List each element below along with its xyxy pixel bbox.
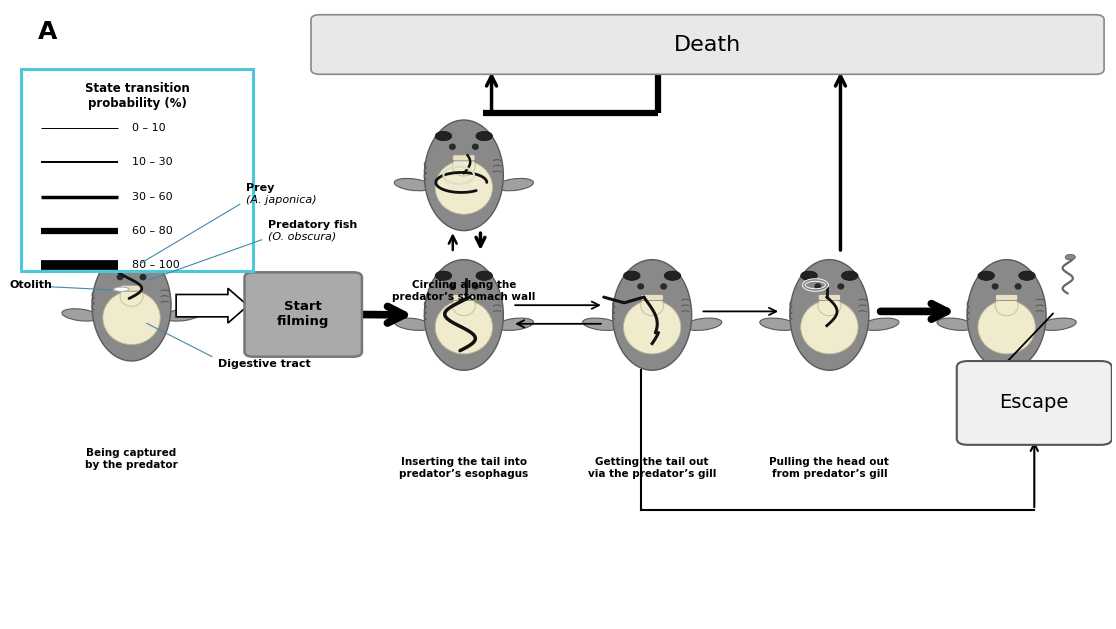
Ellipse shape bbox=[449, 143, 456, 150]
Text: (A. japonica): (A. japonica) bbox=[246, 194, 316, 204]
Text: 10 – 30: 10 – 30 bbox=[132, 157, 172, 167]
Ellipse shape bbox=[497, 179, 533, 191]
Ellipse shape bbox=[424, 260, 503, 370]
Ellipse shape bbox=[435, 160, 492, 214]
Ellipse shape bbox=[140, 274, 146, 281]
FancyBboxPatch shape bbox=[21, 69, 253, 271]
Ellipse shape bbox=[103, 291, 161, 345]
Ellipse shape bbox=[613, 260, 692, 370]
Ellipse shape bbox=[472, 283, 479, 289]
Ellipse shape bbox=[978, 300, 1036, 354]
FancyBboxPatch shape bbox=[121, 285, 143, 291]
Ellipse shape bbox=[837, 283, 845, 289]
Text: Otolith: Otolith bbox=[10, 280, 52, 290]
Circle shape bbox=[978, 271, 994, 281]
Ellipse shape bbox=[790, 260, 869, 370]
Text: 80 – 100: 80 – 100 bbox=[132, 260, 180, 270]
Text: State transition
probability (%): State transition probability (%) bbox=[85, 82, 190, 109]
Text: 60 – 80: 60 – 80 bbox=[132, 226, 172, 236]
Ellipse shape bbox=[1039, 318, 1076, 330]
Ellipse shape bbox=[164, 309, 201, 321]
FancyBboxPatch shape bbox=[453, 155, 475, 161]
Circle shape bbox=[664, 271, 681, 281]
Ellipse shape bbox=[818, 296, 840, 316]
Ellipse shape bbox=[424, 120, 503, 231]
Ellipse shape bbox=[641, 296, 664, 316]
Ellipse shape bbox=[394, 179, 432, 191]
Text: Getting the tail out
via the predator’s gill: Getting the tail out via the predator’s … bbox=[588, 457, 716, 479]
Circle shape bbox=[144, 262, 161, 271]
Ellipse shape bbox=[815, 283, 821, 289]
Ellipse shape bbox=[92, 250, 171, 361]
Text: Being captured
by the predator: Being captured by the predator bbox=[85, 448, 177, 469]
Circle shape bbox=[1065, 254, 1076, 260]
FancyBboxPatch shape bbox=[956, 361, 1112, 445]
Circle shape bbox=[103, 262, 119, 271]
Ellipse shape bbox=[637, 283, 644, 289]
Ellipse shape bbox=[583, 318, 619, 330]
Ellipse shape bbox=[472, 143, 479, 150]
Text: Digestive tract: Digestive tract bbox=[218, 359, 310, 369]
Circle shape bbox=[800, 271, 817, 281]
Ellipse shape bbox=[760, 318, 797, 330]
Text: (O. obscura): (O. obscura) bbox=[268, 231, 336, 242]
Text: Predatory fish: Predatory fish bbox=[268, 220, 357, 230]
Ellipse shape bbox=[116, 274, 124, 281]
Text: Prey: Prey bbox=[246, 184, 275, 194]
Circle shape bbox=[475, 271, 492, 281]
FancyBboxPatch shape bbox=[311, 14, 1104, 74]
Polygon shape bbox=[176, 288, 248, 323]
Ellipse shape bbox=[452, 156, 475, 176]
Ellipse shape bbox=[684, 318, 722, 330]
Circle shape bbox=[1019, 271, 1036, 281]
FancyBboxPatch shape bbox=[244, 272, 362, 357]
Ellipse shape bbox=[937, 318, 974, 330]
Ellipse shape bbox=[394, 318, 432, 330]
Ellipse shape bbox=[62, 309, 99, 321]
Circle shape bbox=[624, 271, 641, 281]
Text: Inserting the tail into
predator’s esophagus: Inserting the tail into predator’s esoph… bbox=[400, 457, 529, 479]
Ellipse shape bbox=[114, 287, 129, 291]
Text: Circling along the
predator’s stomach wall: Circling along the predator’s stomach wa… bbox=[392, 281, 536, 302]
Text: A: A bbox=[38, 19, 57, 43]
Circle shape bbox=[435, 271, 452, 281]
Ellipse shape bbox=[121, 286, 143, 306]
Circle shape bbox=[435, 131, 452, 141]
Text: Pulling the head out
from predator’s gill: Pulling the head out from predator’s gil… bbox=[769, 457, 889, 479]
Text: Start
filming: Start filming bbox=[277, 301, 329, 328]
Ellipse shape bbox=[995, 296, 1018, 316]
Circle shape bbox=[475, 131, 492, 141]
Ellipse shape bbox=[624, 300, 681, 354]
Ellipse shape bbox=[862, 318, 899, 330]
Ellipse shape bbox=[435, 300, 492, 354]
Text: Escape: Escape bbox=[1000, 394, 1069, 413]
Ellipse shape bbox=[660, 283, 667, 289]
Ellipse shape bbox=[992, 283, 999, 289]
Ellipse shape bbox=[968, 260, 1046, 370]
Ellipse shape bbox=[800, 300, 858, 354]
FancyBboxPatch shape bbox=[641, 294, 663, 301]
FancyBboxPatch shape bbox=[453, 294, 475, 301]
FancyBboxPatch shape bbox=[818, 294, 840, 301]
Text: Death: Death bbox=[674, 35, 741, 55]
Ellipse shape bbox=[452, 296, 475, 316]
FancyBboxPatch shape bbox=[995, 294, 1018, 301]
Ellipse shape bbox=[449, 283, 456, 289]
Ellipse shape bbox=[1014, 283, 1021, 289]
Circle shape bbox=[841, 271, 858, 281]
Ellipse shape bbox=[497, 318, 533, 330]
Text: 0 – 10: 0 – 10 bbox=[132, 123, 165, 133]
Text: 30 – 60: 30 – 60 bbox=[132, 192, 172, 201]
